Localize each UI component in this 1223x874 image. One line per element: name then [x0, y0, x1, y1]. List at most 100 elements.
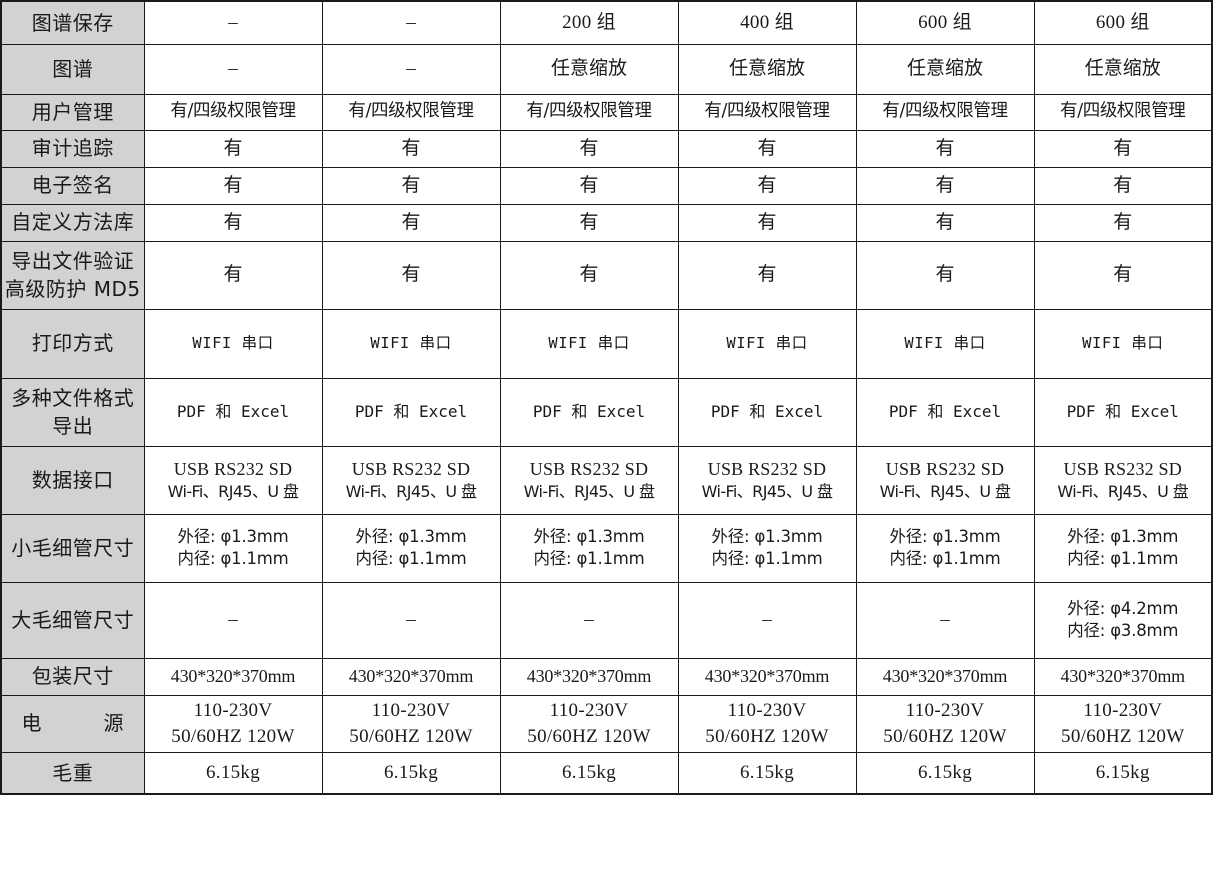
value-cell: 有	[1033, 240, 1213, 310]
value-line: 6.15kg	[383, 762, 439, 784]
value-cell: 有	[499, 166, 679, 205]
value-line: 内径: φ1.1mm	[889, 549, 1001, 568]
value-line: USB RS232 SD	[885, 458, 1005, 479]
row-label-cell: 多种文件格式 导出	[0, 377, 145, 447]
value-cell: 有/四级权限管理	[677, 93, 857, 131]
value-line: WIFI 串口	[192, 334, 274, 353]
value-cell: 外径: φ1.3mm 内径: φ1.1mm	[499, 513, 679, 583]
value-line: 有	[223, 263, 243, 286]
value-cell: PDF 和 Excel	[677, 377, 857, 447]
value-cell: 400 组	[677, 0, 857, 45]
value-line: 110-230V	[549, 700, 629, 722]
table-row: 图谱 – – 任意缩放 任意缩放 任意缩放 任意缩放	[0, 43, 1213, 95]
value-line: 任意缩放	[550, 57, 627, 80]
value-line: 600 组	[918, 12, 972, 34]
row-label-cell: 打印方式	[0, 308, 145, 379]
value-cell: 有/四级权限管理	[143, 93, 323, 131]
value-line: 50/60HZ 120W	[349, 725, 473, 747]
value-cell: USB RS232 SD Wi-Fi、RJ45、U 盘	[1033, 445, 1213, 515]
value-line: 有	[1113, 136, 1133, 159]
specification-comparison-table: 图谱保存 – – 200 组 400 组 600 组 600 组图谱 – – 任意缩放 任意缩放 任意…	[0, 0, 1213, 795]
row-label-cell: 包装尺寸	[0, 657, 145, 696]
value-line: 430*320*370mm	[526, 665, 652, 686]
value-line: –	[228, 58, 238, 80]
value-cell: 110-230V 50/60HZ 120W	[677, 694, 857, 753]
value-line: 外径: φ1.3mm	[533, 527, 645, 547]
value-line: –	[940, 609, 950, 631]
value-cell: 有	[143, 129, 323, 168]
value-cell: 430*320*370mm	[855, 657, 1035, 696]
value-cell: 600 组	[855, 0, 1035, 45]
table-row: 大毛细管尺寸 – – – – – 外径: φ4.2mm 内径: φ3.8mm	[0, 581, 1213, 659]
value-cell: USB RS232 SD Wi-Fi、RJ45、U 盘	[143, 445, 323, 515]
value-cell: WIFI 串口	[855, 308, 1035, 379]
value-cell: 外径: φ1.3mm 内径: φ1.1mm	[677, 513, 857, 583]
value-line: 有	[757, 210, 777, 233]
value-cell: PDF 和 Excel	[1033, 377, 1213, 447]
value-cell: USB RS232 SD Wi-Fi、RJ45、U 盘	[677, 445, 857, 515]
value-line: 内径: φ1.1mm	[533, 549, 645, 568]
value-cell: 有	[855, 166, 1035, 205]
value-cell: WIFI 串口	[1033, 308, 1213, 379]
value-line: 有/四级权限管理	[704, 101, 830, 122]
value-cell: 110-230V 50/60HZ 120W	[499, 694, 679, 753]
row-label-line: 大毛细管尺寸	[11, 607, 135, 632]
value-line: Wi-Fi、RJ45、U 盘	[523, 482, 655, 502]
value-cell: 有	[321, 129, 501, 168]
value-line: WIFI 串口	[904, 334, 986, 353]
row-label-line: 图谱保存	[31, 10, 114, 35]
value-cell: 有	[143, 203, 323, 242]
value-cell: 200 组	[499, 0, 679, 45]
value-line: USB RS232 SD	[1063, 458, 1182, 479]
value-line: 内径: φ1.1mm	[355, 549, 467, 568]
table-row: 打印方式 WIFI 串口 WIFI 串口 WIFI 串口 WIFI 串口 WIFI 串口 W…	[0, 308, 1213, 379]
value-cell: PDF 和 Excel	[321, 377, 501, 447]
value-line: 50/60HZ 120W	[1061, 725, 1185, 747]
value-line: –	[406, 58, 416, 80]
value-line: 外径: φ1.3mm	[355, 527, 467, 547]
value-cell: 任意缩放	[1033, 43, 1213, 95]
value-line: 内径: φ3.8mm	[1067, 621, 1179, 640]
value-line: 430*320*370mm	[882, 665, 1008, 686]
value-line: 任意缩放	[1084, 57, 1161, 80]
table-row: 电 源 110-230V 50/60HZ 120W 110-230V 50/60HZ 1…	[0, 694, 1213, 753]
value-line: 外径: φ1.3mm	[177, 527, 289, 547]
row-label-cell: 用户管理	[0, 93, 145, 131]
value-line: 430*320*370mm	[704, 665, 830, 686]
value-cell: 外径: φ1.3mm 内径: φ1.1mm	[855, 513, 1035, 583]
row-label-cell: 毛重	[0, 751, 145, 795]
row-label-line: 高级防护 MD5	[4, 277, 141, 301]
value-cell: 有	[1033, 129, 1213, 168]
value-cell: USB RS232 SD Wi-Fi、RJ45、U 盘	[855, 445, 1035, 515]
value-cell: 有	[677, 129, 857, 168]
value-line: 有	[401, 136, 421, 159]
value-cell: 有/四级权限管理	[499, 93, 679, 131]
value-cell: 430*320*370mm	[499, 657, 679, 696]
value-line: 内径: φ1.1mm	[177, 549, 289, 568]
row-label-cell: 审计追踪	[0, 129, 145, 168]
value-cell: 有	[677, 240, 857, 310]
row-label-cell: 电子签名	[0, 166, 145, 205]
value-line: WIFI 串口	[726, 334, 808, 353]
table-row: 数据接口 USB RS232 SD Wi-Fi、RJ45、U 盘 USB RS232 …	[0, 445, 1213, 515]
value-line: 有/四级权限管理	[1060, 101, 1186, 122]
value-line: 有	[579, 136, 599, 159]
value-cell: –	[143, 0, 323, 45]
value-line: –	[228, 609, 238, 631]
value-line: 110-230V	[371, 700, 451, 722]
value-cell: 110-230V 50/60HZ 120W	[1033, 694, 1213, 753]
value-cell: 430*320*370mm	[143, 657, 323, 696]
value-line: 有/四级权限管理	[170, 101, 296, 122]
value-cell: 任意缩放	[855, 43, 1035, 95]
value-line: 有	[935, 136, 955, 159]
value-cell: –	[855, 581, 1035, 659]
row-label-line: 小毛细管尺寸	[11, 535, 135, 560]
row-label-line: 打印方式	[31, 331, 114, 356]
value-line: 50/60HZ 120W	[171, 725, 295, 747]
value-line: 有/四级权限管理	[526, 101, 652, 122]
value-cell: –	[143, 581, 323, 659]
table-row: 图谱保存 – – 200 组 400 组 600 组 600 组	[0, 0, 1213, 45]
value-cell: 有	[321, 166, 501, 205]
value-cell: 有	[1033, 203, 1213, 242]
value-line: 任意缩放	[728, 57, 805, 80]
